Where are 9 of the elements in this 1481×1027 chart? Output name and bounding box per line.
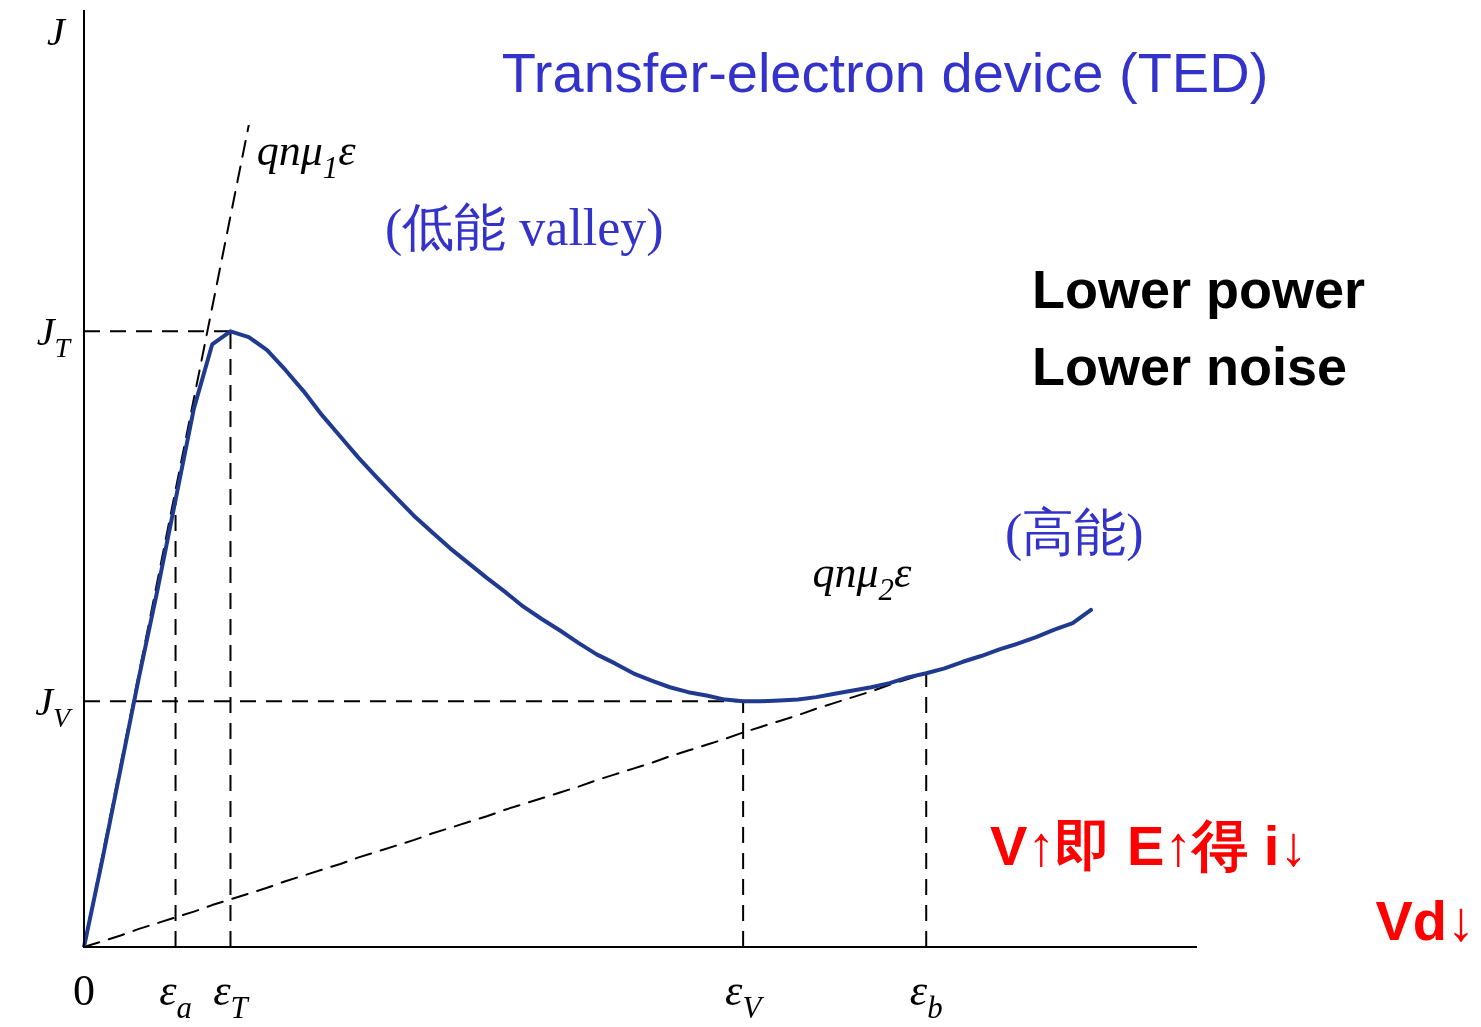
annotation: (低能 valley) (385, 199, 664, 257)
x-tick-label: 0 (73, 966, 95, 1015)
chart-title: Transfer-electron device (TED) (501, 41, 1269, 104)
annotation: V↑即 E↑得 i↓ (990, 814, 1308, 877)
annotation: Lower power (1032, 259, 1366, 319)
annotation: Lower noise (1032, 336, 1348, 396)
text: Vd↓ (1375, 889, 1475, 952)
annotation: (高能) (1005, 504, 1144, 562)
y-axis-title: J (47, 9, 68, 54)
